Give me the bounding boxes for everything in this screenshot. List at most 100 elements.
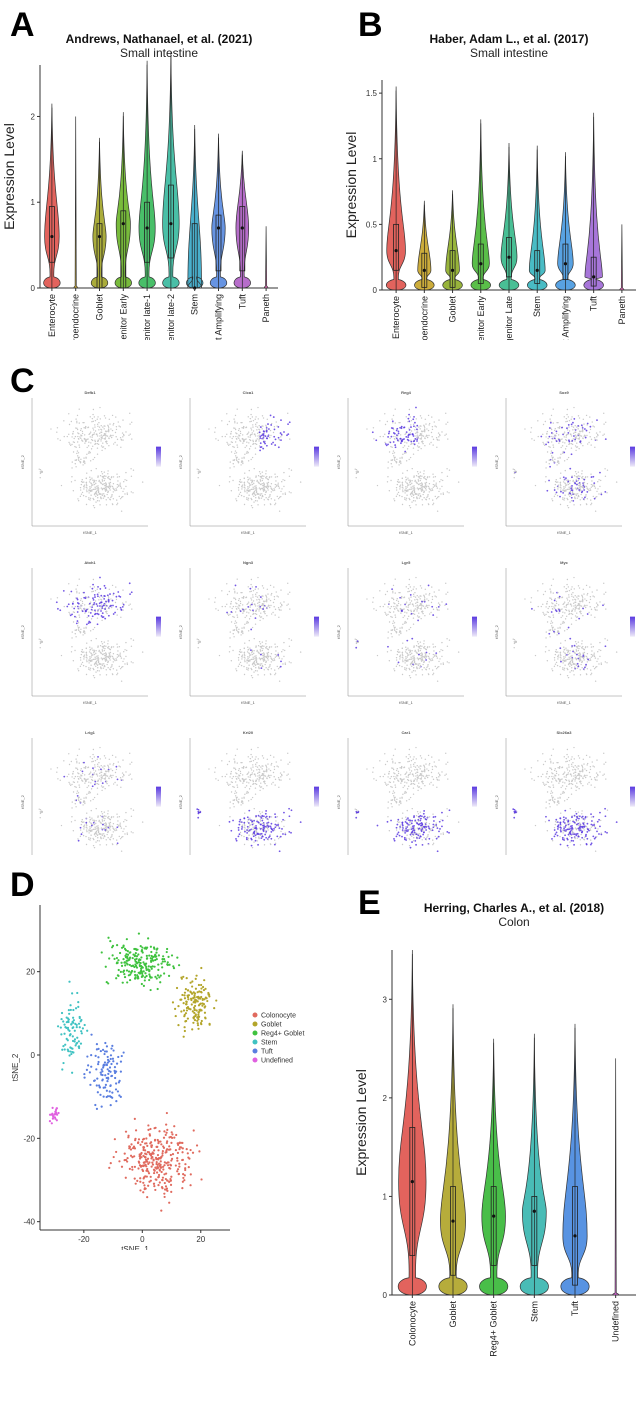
cell-point (89, 839, 90, 840)
cell-point (97, 794, 98, 795)
cell-point (78, 627, 79, 628)
cell-point (257, 435, 258, 436)
cell-point (586, 605, 587, 606)
cell-point (233, 427, 234, 428)
cell-point (441, 486, 442, 487)
cell-point (269, 437, 270, 438)
cell-point (391, 633, 392, 634)
y-axis-label: tSNE_2 (20, 794, 25, 809)
cell-point (270, 674, 271, 675)
cell-point (95, 483, 96, 484)
cell-point (109, 763, 110, 764)
cell-point (567, 505, 568, 506)
cell-point (385, 424, 386, 425)
cell-point (586, 504, 587, 505)
cell-point (88, 832, 89, 833)
cell-point (244, 482, 245, 483)
cell-point (92, 629, 93, 630)
cell-point (117, 824, 118, 825)
cell-point (577, 446, 578, 447)
cell-point (260, 667, 262, 669)
cell-point (271, 593, 272, 594)
cell-point (259, 607, 260, 608)
cell-point (413, 624, 414, 625)
cell-point (418, 479, 419, 480)
cell-point (260, 663, 261, 664)
cell-point (97, 424, 98, 425)
cell-point (565, 448, 566, 449)
cell-point (402, 439, 404, 441)
cell-point (397, 609, 398, 610)
cell-point (435, 476, 436, 477)
cell-point (433, 650, 434, 651)
cell-point (261, 647, 262, 648)
cell-point (131, 778, 132, 779)
cell-point (244, 617, 245, 618)
cell-point (289, 608, 290, 609)
cell-point (605, 476, 606, 477)
cell-point (420, 496, 421, 497)
cell-point (387, 481, 388, 482)
cell-point (96, 831, 97, 832)
cell-point (251, 409, 252, 410)
cell-point (110, 486, 111, 487)
cell-point (122, 439, 123, 440)
cell-point (264, 486, 265, 487)
cell-point (574, 440, 575, 441)
cell-point (92, 649, 93, 650)
cell-point (228, 445, 229, 446)
cell-point (422, 611, 423, 612)
cell-point (94, 677, 95, 678)
cell-point (249, 483, 250, 484)
cell-point (405, 488, 406, 489)
cell-point (243, 426, 244, 427)
cell-point (563, 451, 565, 453)
cell-point (545, 421, 546, 422)
cell-point (416, 494, 417, 495)
cell-point (87, 597, 88, 598)
cell-point (581, 424, 583, 426)
median-dot (122, 222, 125, 225)
cell-point (262, 645, 263, 646)
cell-point (566, 479, 567, 480)
gene-title: Clca1 (243, 390, 254, 395)
cell-point (231, 451, 232, 452)
cell-point (107, 837, 108, 838)
cell-point (408, 588, 409, 589)
cell-point (103, 477, 104, 478)
cell-point (280, 496, 281, 497)
cell-point (399, 627, 400, 628)
cell-point (568, 484, 569, 485)
cell-point (419, 446, 420, 447)
cell-point (254, 487, 255, 488)
cell-point (547, 438, 548, 439)
cell-point (279, 439, 280, 440)
cell-point (583, 419, 584, 420)
cell-point (583, 488, 584, 489)
cell-point (99, 650, 100, 651)
cell-point (226, 442, 227, 443)
cell-point (377, 655, 378, 656)
cell-point (236, 433, 237, 434)
cell-point (569, 468, 571, 470)
cell-point (110, 598, 111, 599)
median-dot (50, 235, 53, 238)
cell-point (102, 833, 103, 834)
cell-point (79, 578, 80, 579)
cell-point (259, 434, 260, 435)
cell-point (544, 445, 545, 446)
cell-point (96, 827, 97, 828)
cell-point (108, 770, 109, 771)
cell-point (416, 610, 417, 611)
cell-point (513, 638, 514, 639)
cell-point (410, 610, 411, 611)
cell-point (233, 466, 234, 467)
cell-point (113, 653, 114, 654)
cell-point (355, 638, 356, 639)
cell-point (440, 493, 441, 494)
cell-point (552, 444, 553, 445)
cell-point (121, 439, 122, 440)
cell-point (373, 608, 374, 609)
cell-point (99, 577, 101, 579)
cell-point (432, 444, 433, 445)
